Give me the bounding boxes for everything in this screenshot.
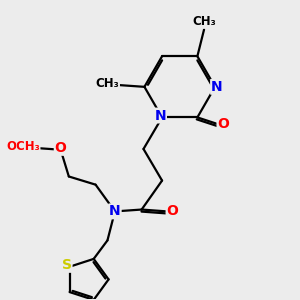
Text: S: S <box>61 258 72 272</box>
Text: O: O <box>55 141 67 155</box>
Text: N: N <box>109 204 121 218</box>
Text: O: O <box>167 204 178 218</box>
Text: OCH₃: OCH₃ <box>6 140 40 152</box>
Text: CH₃: CH₃ <box>192 15 216 28</box>
Text: CH₃: CH₃ <box>95 76 119 90</box>
Text: N: N <box>154 109 166 122</box>
Text: N: N <box>211 80 223 94</box>
Text: O: O <box>218 117 229 131</box>
